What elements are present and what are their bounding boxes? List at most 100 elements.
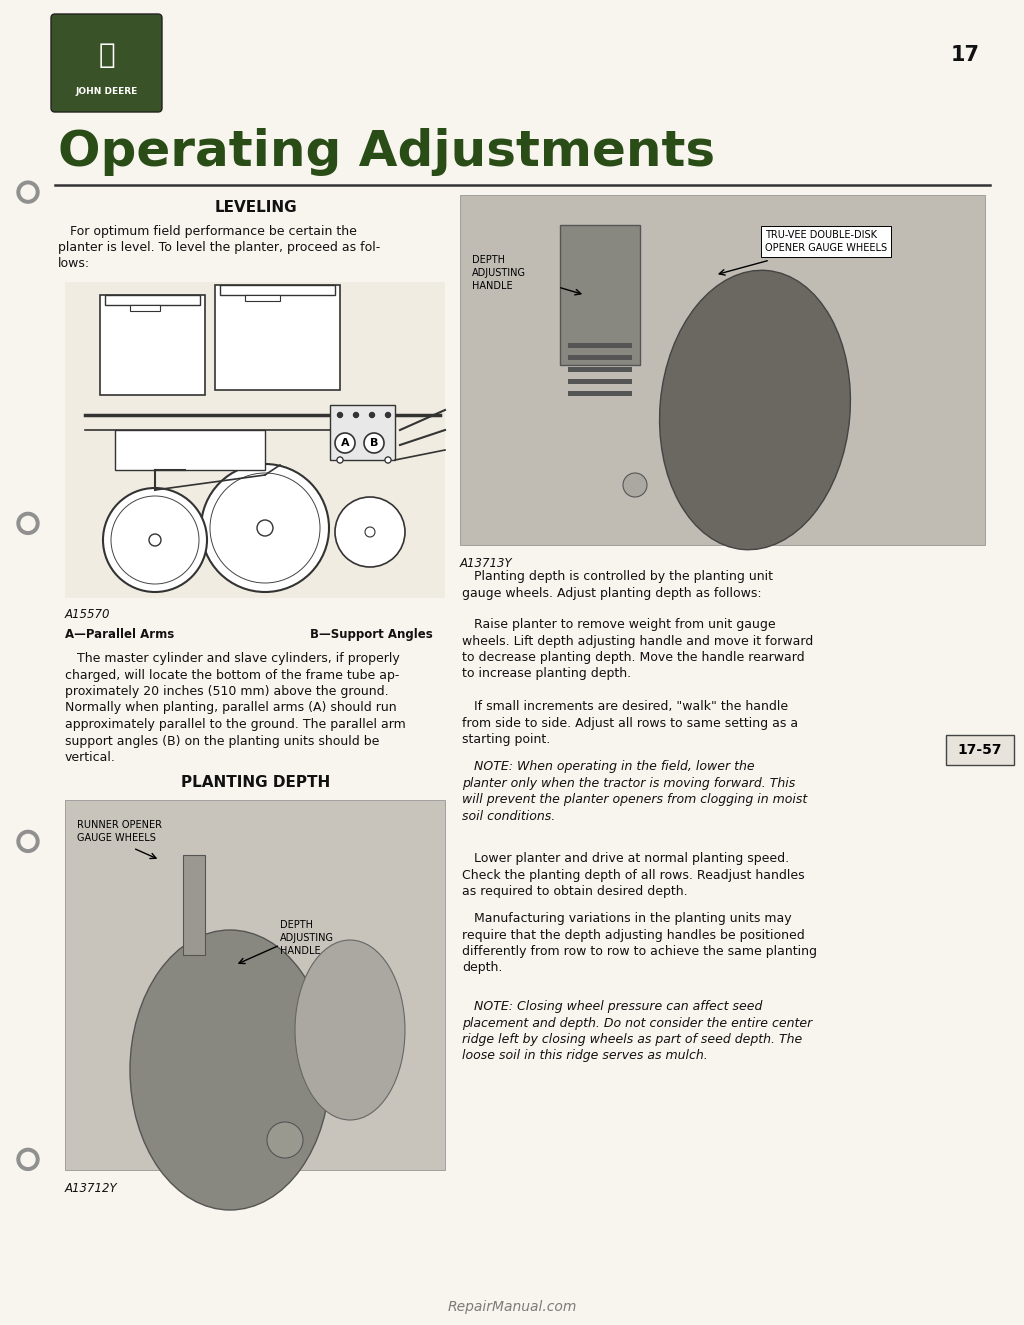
- Bar: [560, 225, 640, 364]
- Circle shape: [385, 457, 391, 462]
- Bar: [330, 405, 395, 460]
- Text: TRU-VEE DOUBLE-DISK
OPENER GAUGE WHEELS: TRU-VEE DOUBLE-DISK OPENER GAUGE WHEELS: [765, 231, 887, 253]
- Text: Lower planter and drive at normal planting speed.: Lower planter and drive at normal planti…: [462, 852, 790, 865]
- Circle shape: [22, 186, 35, 199]
- Circle shape: [335, 497, 406, 567]
- Circle shape: [353, 412, 358, 417]
- Text: Check the planting depth of all rows. Readjust handles: Check the planting depth of all rows. Re…: [462, 868, 805, 881]
- Text: placement and depth. Do not consider the entire center: placement and depth. Do not consider the…: [462, 1016, 812, 1030]
- Bar: [568, 343, 632, 348]
- Text: wheels. Lift depth adjusting handle and move it forward: wheels. Lift depth adjusting handle and …: [462, 635, 813, 648]
- Text: require that the depth adjusting handles be positioned: require that the depth adjusting handles…: [462, 929, 805, 942]
- Text: planter only when the tractor is moving forward. This: planter only when the tractor is moving …: [462, 776, 796, 790]
- Circle shape: [385, 412, 390, 417]
- Circle shape: [17, 182, 39, 203]
- Text: ridge left by closing wheels as part of seed depth. The: ridge left by closing wheels as part of …: [462, 1034, 802, 1045]
- Bar: [183, 855, 205, 955]
- Circle shape: [22, 517, 35, 530]
- Circle shape: [385, 457, 391, 462]
- Text: If small increments are desired, "walk" the handle: If small increments are desired, "walk" …: [462, 700, 788, 713]
- Circle shape: [337, 457, 343, 462]
- Text: B—Support Angles: B—Support Angles: [310, 628, 433, 641]
- Circle shape: [17, 1149, 39, 1170]
- Ellipse shape: [130, 930, 330, 1210]
- Circle shape: [365, 527, 375, 537]
- Text: A13713Y: A13713Y: [460, 556, 513, 570]
- Text: A: A: [341, 439, 349, 448]
- Text: 17-57: 17-57: [957, 743, 1002, 757]
- FancyBboxPatch shape: [100, 295, 205, 395]
- Text: A15570: A15570: [65, 608, 111, 621]
- Bar: [220, 285, 335, 295]
- Text: NOTE: When operating in the field, lower the: NOTE: When operating in the field, lower…: [462, 761, 755, 772]
- Text: Operating Adjustments: Operating Adjustments: [58, 129, 715, 176]
- FancyBboxPatch shape: [215, 285, 340, 390]
- Circle shape: [22, 1153, 35, 1166]
- Circle shape: [22, 835, 35, 848]
- Text: to increase planting depth.: to increase planting depth.: [462, 668, 631, 681]
- Text: charged, will locate the bottom of the frame tube ap-: charged, will locate the bottom of the f…: [65, 669, 399, 681]
- Circle shape: [370, 412, 375, 417]
- Bar: [568, 355, 632, 360]
- Text: proximately 20 inches (510 mm) above the ground.: proximately 20 inches (510 mm) above the…: [65, 685, 389, 698]
- Text: planter is level. To level the planter, proceed as fol-: planter is level. To level the planter, …: [58, 241, 380, 254]
- Text: lows:: lows:: [58, 257, 90, 270]
- Text: 🦌: 🦌: [98, 41, 115, 69]
- Circle shape: [364, 433, 384, 453]
- Text: Raise planter to remove weight from unit gauge: Raise planter to remove weight from unit…: [462, 617, 775, 631]
- Bar: [946, 735, 1014, 765]
- Bar: [65, 800, 445, 1170]
- Text: RUNNER OPENER
GAUGE WHEELS: RUNNER OPENER GAUGE WHEELS: [77, 820, 162, 843]
- Circle shape: [150, 534, 161, 546]
- Circle shape: [335, 433, 355, 453]
- Text: O: O: [260, 522, 270, 534]
- Text: as required to obtain desired depth.: as required to obtain desired depth.: [462, 885, 688, 898]
- Text: support angles (B) on the planting units should be: support angles (B) on the planting units…: [65, 734, 379, 747]
- Text: NOTE: Closing wheel pressure can affect seed: NOTE: Closing wheel pressure can affect …: [462, 1000, 763, 1014]
- Text: 17: 17: [951, 45, 980, 65]
- Text: gauge wheels. Adjust planting depth as follows:: gauge wheels. Adjust planting depth as f…: [462, 587, 762, 599]
- Bar: [568, 391, 632, 396]
- Text: depth.: depth.: [462, 962, 503, 974]
- Ellipse shape: [295, 939, 406, 1120]
- Circle shape: [210, 473, 319, 583]
- Circle shape: [267, 1122, 303, 1158]
- Text: Planting depth is controlled by the planting unit: Planting depth is controlled by the plan…: [462, 570, 773, 583]
- Text: soil conditions.: soil conditions.: [462, 810, 555, 823]
- Circle shape: [623, 473, 647, 497]
- Text: RepairManual.com: RepairManual.com: [447, 1300, 577, 1314]
- Ellipse shape: [659, 270, 850, 550]
- Text: Normally when planting, parallel arms (A) should run: Normally when planting, parallel arms (A…: [65, 701, 396, 714]
- Bar: [245, 295, 280, 301]
- Text: differently from row to row to achieve the same planting: differently from row to row to achieve t…: [462, 945, 817, 958]
- Circle shape: [337, 457, 343, 462]
- Circle shape: [111, 496, 199, 584]
- Text: A13712Y: A13712Y: [65, 1182, 118, 1195]
- Text: to decrease planting depth. Move the handle rearward: to decrease planting depth. Move the han…: [462, 651, 805, 664]
- Text: Manufacturing variations in the planting units may: Manufacturing variations in the planting…: [462, 912, 792, 925]
- Text: PLANTING DEPTH: PLANTING DEPTH: [181, 775, 331, 790]
- Text: The master cylinder and slave cylinders, if properly: The master cylinder and slave cylinders,…: [65, 652, 399, 665]
- FancyBboxPatch shape: [51, 15, 162, 113]
- Text: B: B: [370, 439, 378, 448]
- Text: For optimum field performance be certain the: For optimum field performance be certain…: [58, 225, 357, 238]
- Text: A—Parallel Arms: A—Parallel Arms: [65, 628, 174, 641]
- Text: vertical.: vertical.: [65, 751, 116, 765]
- Text: DEPTH
ADJUSTING
HANDLE: DEPTH ADJUSTING HANDLE: [472, 254, 526, 292]
- Text: from side to side. Adjust all rows to same setting as a: from side to side. Adjust all rows to sa…: [462, 717, 798, 730]
- Circle shape: [257, 519, 273, 537]
- Text: approximately parallel to the ground. The parallel arm: approximately parallel to the ground. Th…: [65, 718, 406, 731]
- Text: will prevent the planter openers from clogging in moist: will prevent the planter openers from cl…: [462, 792, 807, 806]
- Text: loose soil in this ridge serves as mulch.: loose soil in this ridge serves as mulch…: [462, 1049, 708, 1063]
- Circle shape: [103, 488, 207, 592]
- Bar: [568, 379, 632, 384]
- Text: starting point.: starting point.: [462, 733, 550, 746]
- Circle shape: [17, 513, 39, 534]
- Bar: [65, 282, 445, 598]
- Bar: [568, 367, 632, 372]
- Circle shape: [338, 412, 342, 417]
- FancyBboxPatch shape: [115, 431, 265, 470]
- Bar: [105, 295, 200, 305]
- Text: JOHN DEERE: JOHN DEERE: [76, 87, 137, 95]
- Bar: [460, 195, 985, 545]
